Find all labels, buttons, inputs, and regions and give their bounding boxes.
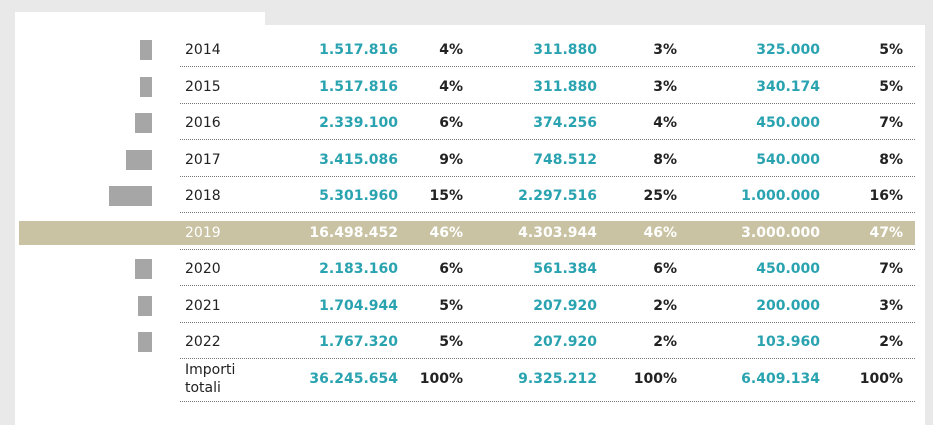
bar (134, 113, 152, 133)
top-stripe (265, 0, 933, 25)
cell: 46% (429, 224, 463, 241)
cell: 2014 (185, 42, 221, 58)
cell: 1.000.000 (741, 188, 820, 204)
row-separator (180, 139, 915, 140)
cell: 1.517.816 (319, 78, 398, 95)
cell: 5% (879, 42, 903, 58)
cell: 5% (439, 334, 463, 350)
row-separator (180, 175, 915, 177)
cell: 2017 (185, 151, 221, 168)
cell: 2018 (185, 188, 221, 204)
bar (18, 220, 152, 245)
cell: 16.498.452 (309, 224, 398, 241)
cell: 2022 (185, 334, 221, 350)
cell: 200.000 (756, 297, 820, 314)
bar (137, 295, 152, 316)
cell: 4% (439, 78, 463, 95)
cell: 2% (879, 334, 903, 350)
cell: 5% (439, 297, 463, 314)
total-cell: 6.409.134 (741, 370, 820, 387)
cell: 25% (643, 188, 677, 204)
cell: 561.384 (533, 261, 597, 277)
panel (15, 12, 925, 425)
total-cell: Importi totali (185, 361, 236, 396)
row-separator (180, 102, 915, 104)
cell: 340.174 (756, 78, 820, 95)
cell: 46% (643, 224, 677, 241)
bar (134, 259, 152, 279)
cell: 2016 (185, 115, 221, 131)
cell: 4% (653, 115, 677, 131)
cell: 748.512 (533, 151, 597, 168)
cell: 450.000 (756, 115, 820, 131)
cell: 207.920 (533, 297, 597, 314)
row-separator (180, 248, 915, 250)
cell: 374.256 (533, 115, 597, 131)
cell: 47% (869, 224, 903, 241)
cell: 7% (879, 115, 903, 131)
cell: 2019 (185, 224, 221, 241)
cell: 3% (653, 42, 677, 58)
total-cell: 100% (419, 370, 463, 387)
row-separator (180, 212, 915, 213)
cell: 103.960 (756, 334, 820, 350)
cell: 8% (879, 151, 903, 168)
cell: 3% (653, 78, 677, 95)
total-cell: 36.245.654 (309, 370, 398, 387)
row-separator (180, 66, 915, 67)
cell: 2% (653, 334, 677, 350)
cell: 450.000 (756, 261, 820, 277)
row-separator (180, 400, 915, 402)
cell: 3.415.086 (319, 151, 398, 168)
cell: 207.920 (533, 334, 597, 350)
total-cell: 100% (633, 370, 677, 387)
cell: 3% (879, 297, 903, 314)
cell: 15% (429, 188, 463, 204)
highlight-row (152, 220, 915, 245)
bar (140, 76, 152, 97)
row-separator (180, 358, 915, 359)
cell: 2015 (185, 78, 221, 95)
cell: 311.880 (533, 78, 597, 95)
bar (125, 149, 152, 170)
cell: 6% (439, 115, 463, 131)
cell: 2.183.160 (319, 261, 398, 277)
row-separator (180, 321, 915, 323)
cell: 1.704.944 (319, 297, 398, 314)
cell: 5% (879, 78, 903, 95)
cell: 2.297.516 (518, 188, 597, 204)
cell: 3.000.000 (741, 224, 820, 241)
cell: 6% (439, 261, 463, 277)
cell: 7% (879, 261, 903, 277)
cell: 8% (653, 151, 677, 168)
cell: 2020 (185, 261, 221, 277)
cell: 9% (439, 151, 463, 168)
bar (140, 40, 152, 60)
cell: 1.767.320 (319, 334, 398, 350)
cell: 2.339.100 (319, 115, 398, 131)
cell: 16% (869, 188, 903, 204)
cell: 6% (653, 261, 677, 277)
cell: 4% (439, 42, 463, 58)
cell: 4.303.944 (518, 224, 597, 241)
bar (108, 186, 152, 206)
cell: 325.000 (756, 42, 820, 58)
cell: 540.000 (756, 151, 820, 168)
row-separator (180, 285, 915, 286)
cell: 1.517.816 (319, 42, 398, 58)
cell: 5.301.960 (319, 188, 398, 204)
total-cell: 100% (859, 370, 903, 387)
cell: 2% (653, 297, 677, 314)
total-cell: 9.325.212 (518, 370, 597, 387)
bar (137, 332, 152, 352)
cell: 311.880 (533, 42, 597, 58)
cell: 2021 (185, 297, 221, 314)
